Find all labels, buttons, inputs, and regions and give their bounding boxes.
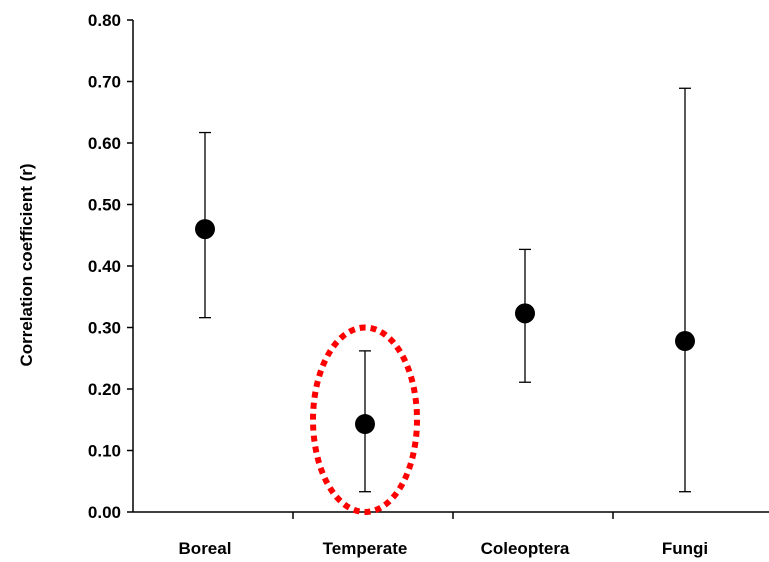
data-point	[675, 331, 695, 352]
y-tick-label: 0.70	[88, 73, 121, 92]
x-category-label: Fungi	[662, 539, 708, 558]
y-tick-label: 0.00	[88, 503, 121, 522]
x-category-label: Temperate	[323, 539, 408, 558]
axes	[132, 20, 769, 513]
y-tick-label: 0.10	[88, 442, 121, 461]
y-tick-label: 0.50	[88, 196, 121, 215]
data-points	[195, 219, 695, 435]
y-tick-label: 0.80	[88, 11, 121, 30]
y-tick-label: 0.40	[88, 257, 121, 276]
highlight-layer	[310, 324, 420, 515]
y-tick-label: 0.20	[88, 380, 121, 399]
highlight-ellipse	[310, 324, 420, 515]
error-bars	[199, 87, 691, 493]
y-tick-label: 0.60	[88, 134, 121, 153]
y-ticks: 0.00 0.10 0.20 0.30 0.40 0.50 0.60 0.70 0.80	[88, 11, 133, 522]
x-category-label: Coleoptera	[481, 539, 570, 558]
data-point	[515, 303, 535, 324]
x-ticks: Boreal Temperate Coleoptera Fungi	[179, 512, 708, 558]
y-tick-label: 0.30	[88, 319, 121, 338]
data-point	[355, 414, 375, 435]
y-axis-title: Correlation coefficient (r)	[17, 163, 36, 366]
data-point	[195, 219, 215, 240]
x-category-label: Boreal	[179, 539, 232, 558]
